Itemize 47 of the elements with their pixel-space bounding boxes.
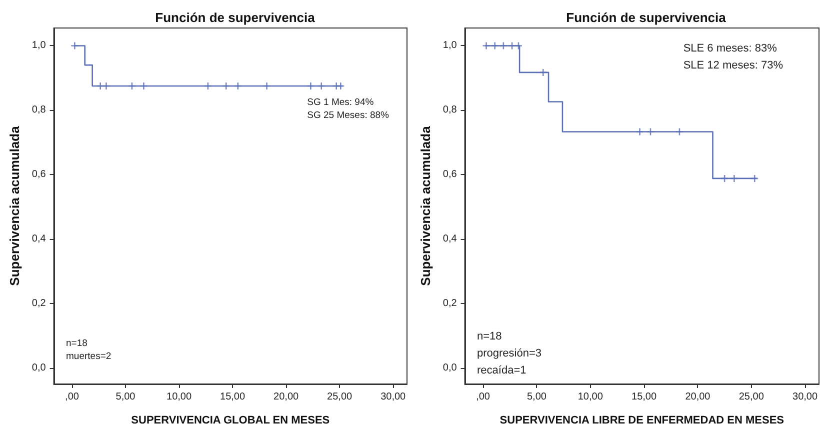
x-axis-title: SUPERVIVENCIA LIBRE DE ENFERMEDAD EN MESES [500, 414, 784, 426]
x-tick-label: 10,00 [578, 392, 604, 402]
y-tick-label: 0,8 [32, 104, 46, 116]
chart-title: Función de supervivencia [155, 10, 316, 25]
point [508, 42, 516, 50]
y-tick-label: 0,0 [442, 362, 458, 374]
x-tick-label: ,00 [65, 392, 80, 402]
x-tick-label: ,00 [476, 392, 490, 402]
y-tick-label: 0,6 [32, 169, 46, 180]
x-tick-label: 20,00 [685, 392, 711, 402]
point [482, 42, 490, 50]
point [720, 174, 729, 183]
x-tick-label: 30,00 [380, 392, 406, 402]
y-tick-label: 0,4 [32, 234, 46, 245]
point [730, 174, 738, 183]
point [539, 68, 548, 77]
annotation: n=18 progresión=3 recaída=1 [477, 330, 542, 376]
y-tick-label: 1,0 [32, 40, 46, 52]
point [514, 42, 523, 50]
x-tick-label: 5,00 [116, 392, 136, 402]
x-tick-label: 25,00 [327, 392, 353, 402]
y-tick-label: 0,4 [442, 234, 458, 245]
y-tick-label: 0,8 [442, 104, 458, 116]
annotation: SG 1 Mes: 94% SG 25 Meses: 88% [307, 97, 390, 121]
y-tick-label: 0,2 [442, 298, 458, 309]
point [636, 128, 644, 136]
point [675, 128, 684, 136]
x-axis-title: SUPERVIVENCIA GLOBAL EN MESES [131, 414, 330, 426]
point [646, 128, 655, 136]
x-tick-label: 20,00 [274, 392, 300, 402]
y-tick-label: 0,6 [442, 169, 458, 180]
x-tick-label: 5,00 [526, 392, 547, 402]
annotation: SLE 6 meses: 83% SLE 12 meses: 73% [683, 42, 784, 72]
x-tick-label: 30,00 [792, 392, 818, 402]
y-axis-title: Supervivencia acumulada [418, 125, 433, 286]
x-tick-label: 25,00 [738, 392, 764, 402]
x-tick-label: 15,00 [632, 392, 657, 402]
x-tick-label: 10,00 [166, 392, 192, 402]
point [499, 42, 508, 50]
y-tick-label: 1,0 [442, 40, 458, 52]
y-tick-label: 0,2 [32, 298, 46, 309]
chart-title: Función de supervivencia [566, 10, 727, 25]
point [490, 42, 500, 50]
y-tick-label: 0,0 [32, 362, 46, 374]
x-tick-label: 15,00 [220, 392, 246, 402]
annotation: n=18 muertes=2 [66, 338, 112, 362]
y-axis-title: Supervivencia acumulada [7, 125, 22, 286]
